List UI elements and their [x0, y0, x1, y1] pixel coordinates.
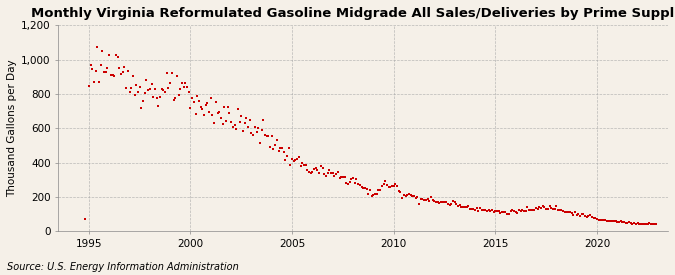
- Text: Source: U.S. Energy Information Administration: Source: U.S. Energy Information Administ…: [7, 262, 238, 272]
- Y-axis label: Thousand Gallons per Day: Thousand Gallons per Day: [7, 59, 17, 197]
- Title: Monthly Virginia Reformulated Gasoline Midgrade All Sales/Deliveries by Prime Su: Monthly Virginia Reformulated Gasoline M…: [32, 7, 675, 20]
